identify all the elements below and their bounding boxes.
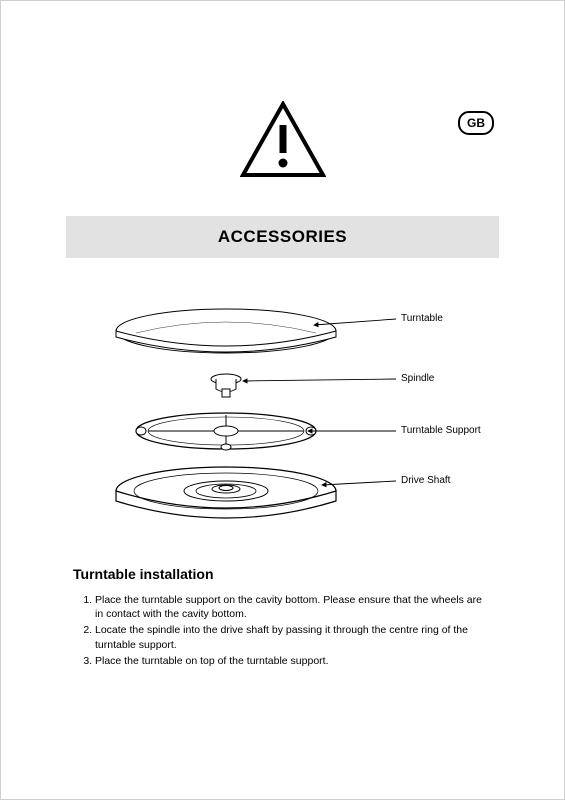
step-text: Place the turntable support on the cavit…: [95, 594, 482, 620]
list-item: Place the turntable support on the cavit…: [95, 593, 492, 621]
step-text: Place the turntable on top of the turnta…: [95, 655, 329, 667]
subheading: Turntable installation: [73, 566, 214, 582]
label-support: Turntable Support: [401, 425, 481, 436]
step-text: Locate the spindle into the drive shaft …: [95, 624, 468, 650]
gb-badge-text: GB: [467, 116, 485, 130]
list-item: Place the turntable on top of the turnta…: [95, 654, 492, 668]
label-turntable: Turntable: [401, 313, 443, 324]
subheading-text: Turntable installation: [73, 566, 214, 582]
warning-icon: [240, 101, 326, 179]
gb-badge: GB: [458, 111, 494, 135]
manual-page: GB ACCESSORIES: [0, 0, 565, 800]
label-drive-shaft: Drive Shaft: [401, 475, 450, 486]
section-title-text: ACCESSORIES: [218, 227, 347, 246]
installation-steps: Place the turntable support on the cavit…: [73, 593, 492, 670]
list-item: Locate the spindle into the drive shaft …: [95, 623, 492, 651]
exploded-diagram: Turntable Spindle Turntable Support Driv…: [86, 301, 481, 531]
label-spindle: Spindle: [401, 373, 434, 384]
section-title-bar: ACCESSORIES: [66, 216, 499, 258]
diagram-svg: [86, 301, 481, 531]
